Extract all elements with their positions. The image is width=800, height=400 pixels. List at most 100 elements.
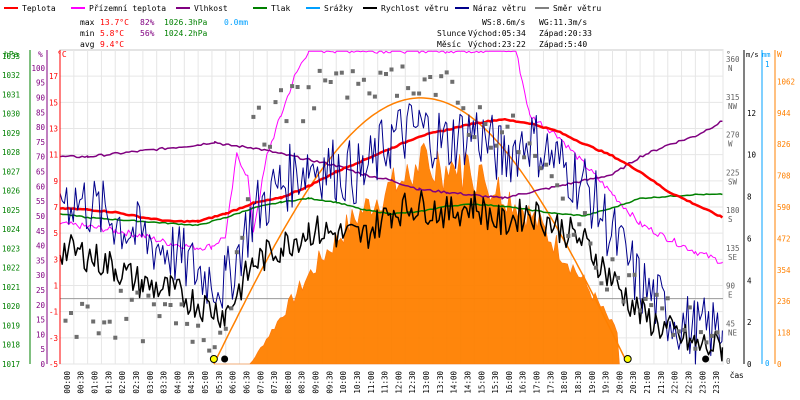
- wind-direction-point: [74, 334, 79, 339]
- wind-direction-point: [422, 77, 427, 82]
- x-tick-label: 09:00: [312, 371, 321, 394]
- axis-wind-tick: 6: [747, 234, 752, 243]
- stat-min-temp: 5.8°C: [100, 29, 124, 38]
- wind-direction-point: [196, 323, 201, 328]
- wind-direction-point: [682, 327, 687, 332]
- legend-label: Směr větru: [553, 4, 601, 13]
- x-tick-label: 04:00: [173, 371, 182, 394]
- axis-hpa-tick: 1032: [2, 71, 20, 80]
- wind-direction-point: [444, 70, 449, 75]
- stat-avg-label: avg: [80, 40, 95, 49]
- stat-max-pressure: 1026.3hPa: [164, 18, 208, 27]
- wind-direction-point: [560, 196, 565, 201]
- wind-direction-point: [439, 74, 444, 79]
- wind-direction-point: [605, 287, 609, 292]
- x-tick-label: 17:00: [533, 371, 542, 394]
- wind-direction-point: [301, 119, 306, 124]
- wind-direction-point: [361, 77, 366, 82]
- wind-direction-point: [500, 130, 504, 135]
- wind-direction-point: [455, 100, 460, 105]
- wind-direction-point: [527, 141, 532, 146]
- wind-direction-point: [555, 183, 560, 188]
- wind-direction-point: [273, 100, 278, 105]
- wind-direction-point: [207, 348, 212, 353]
- axis-hpa-tick: 1025: [2, 206, 20, 215]
- wind-direction-point: [234, 250, 239, 255]
- x-tick-label: 21:30: [657, 371, 666, 394]
- wind-direction-point: [118, 288, 123, 293]
- axis-temp-unit: °C: [57, 50, 67, 59]
- wind-direction-point: [400, 64, 405, 69]
- axis-solar-tick: 0: [777, 360, 782, 369]
- wind-direction-point: [151, 302, 156, 307]
- legend-label: Náraz větru: [473, 4, 526, 13]
- legend-label: Teplota: [22, 4, 56, 13]
- wind-direction-point: [483, 122, 488, 126]
- series-wind-speed: [59, 189, 724, 362]
- axis-pct-tick: 95: [36, 79, 45, 88]
- axis-pct-unit: %: [38, 50, 43, 59]
- wind-direction-point: [323, 78, 328, 83]
- series-wind-gust: [59, 103, 723, 365]
- axis-hpa-tick: 1031: [2, 90, 20, 99]
- x-tick-label: 14:30: [463, 371, 472, 394]
- axis-wind-tick: 10: [747, 151, 757, 160]
- axis-dir-tick: 180: [726, 206, 740, 215]
- axis-pct-tick: 25: [36, 286, 45, 295]
- x-tick-label: 08:00: [284, 371, 293, 394]
- wind-direction-point: [406, 86, 411, 91]
- axis-hpa-tick: 1021: [2, 283, 20, 292]
- axis-temp-tick: 9: [53, 177, 58, 186]
- x-tick-label: 15:00: [477, 371, 486, 394]
- wind-direction-point: [334, 71, 339, 76]
- axis-pct-tick: 50: [36, 212, 46, 221]
- axis-hpa-tick: 1027: [2, 167, 20, 176]
- wind-direction-point: [129, 297, 134, 302]
- axis-dir-unit: °: [726, 50, 731, 59]
- wind-direction-point: [372, 94, 377, 99]
- axis-solar-tick: 118: [777, 329, 791, 338]
- x-tick-label: 12:00: [394, 371, 403, 394]
- x-tick-label: 07:00: [256, 371, 265, 394]
- x-tick-label: 11:00: [367, 371, 376, 394]
- axis-pct-tick: 5: [40, 345, 45, 354]
- wind-direction-point: [505, 124, 510, 129]
- axis-solar-tick: 354: [777, 266, 791, 275]
- series-humidity: [59, 120, 723, 200]
- x-tick-label: 02:00: [118, 371, 127, 394]
- wind-direction-point: [522, 155, 527, 160]
- wind-direction-point: [654, 292, 659, 297]
- axis-pct-tick: 55: [36, 197, 45, 206]
- wind-direction-point: [339, 70, 344, 75]
- axis-hpa-tick: 1018: [2, 341, 21, 350]
- axis-temp-tick: -5: [49, 360, 58, 369]
- x-tick-label: 06:00: [229, 371, 238, 394]
- axis-dir-tick: 45: [726, 319, 735, 328]
- stat-min-pressure: 1024.2hPa: [164, 29, 208, 38]
- wind-direction-point: [704, 340, 709, 345]
- x-tick-label: 20:30: [629, 371, 638, 394]
- wind-direction-point: [69, 311, 73, 315]
- x-tick-label: 20:00: [615, 371, 624, 394]
- x-tick-label: 10:30: [353, 371, 362, 394]
- wind-direction-point: [190, 339, 195, 344]
- x-tick-label: 18:30: [574, 371, 583, 394]
- axis-dir-label: S: [728, 215, 733, 224]
- sun-rise: Východ:05:34: [468, 29, 526, 38]
- x-tick-label: 14:00: [450, 371, 459, 394]
- sunset-marker: [623, 355, 632, 363]
- x-tick-label: 23:00: [698, 371, 707, 394]
- x-tick-label: 22:00: [671, 371, 680, 394]
- axis-dir-tick: 135: [726, 244, 740, 253]
- wind-direction-point: [279, 88, 283, 93]
- wind-direction-point: [577, 222, 582, 227]
- wind-direction-point: [312, 106, 317, 111]
- axis-temp-tick: 13: [49, 125, 58, 134]
- axis-solar-tick: 590: [777, 203, 791, 212]
- axis-temp-tick: 1: [53, 282, 58, 291]
- wind-direction-point: [223, 326, 228, 331]
- wind-direction-point: [461, 106, 466, 111]
- wind-direction-point: [472, 135, 477, 140]
- x-tick-label: 10:00: [339, 371, 348, 394]
